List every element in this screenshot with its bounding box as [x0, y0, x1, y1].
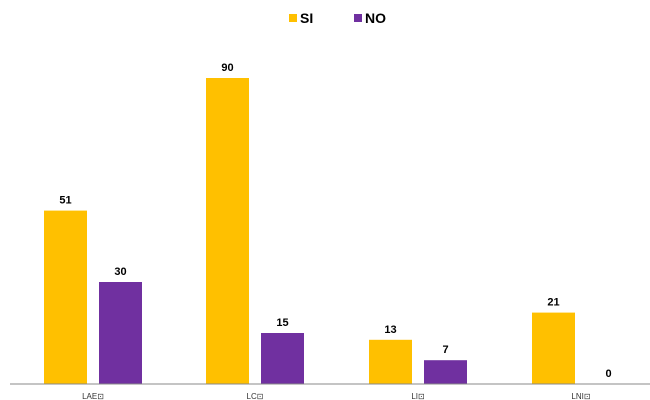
data-label-no-3: 0 [605, 368, 611, 380]
legend-label-si: SI [300, 10, 313, 26]
data-label-si-3: 21 [547, 297, 559, 309]
x-tick-label-0: LAE⊡ [82, 392, 104, 400]
legend-label-no: NO [365, 10, 386, 26]
bar-no-1 [261, 333, 304, 384]
data-labels-group: 51 90 13 21 30 15 7 0 [59, 62, 611, 380]
bar-no-0 [99, 282, 142, 384]
bars-group [44, 78, 575, 384]
bar-si-1 [206, 78, 249, 384]
data-label-si-1: 90 [221, 62, 233, 74]
data-label-no-2: 7 [442, 344, 448, 356]
chart-legend: SI NO [289, 10, 386, 26]
x-tick-label-2: LI⊡ [411, 392, 424, 400]
data-label-no-1: 15 [276, 317, 288, 329]
bar-si-3 [532, 312, 575, 384]
legend-swatch-no [354, 14, 362, 22]
x-tick-label-1: LC⊡ [247, 392, 264, 400]
legend-swatch-si [289, 14, 297, 22]
bar-si-2 [369, 339, 412, 384]
data-label-si-0: 51 [59, 195, 71, 207]
data-label-si-2: 13 [384, 324, 396, 336]
x-tick-labels-group: LAE⊡ LC⊡ LI⊡ LNI⊡ [82, 392, 590, 400]
bar-si-0 [44, 210, 87, 384]
data-label-no-0: 30 [114, 266, 126, 278]
bar-no-2 [424, 360, 467, 384]
x-tick-label-3: LNI⊡ [571, 392, 590, 400]
